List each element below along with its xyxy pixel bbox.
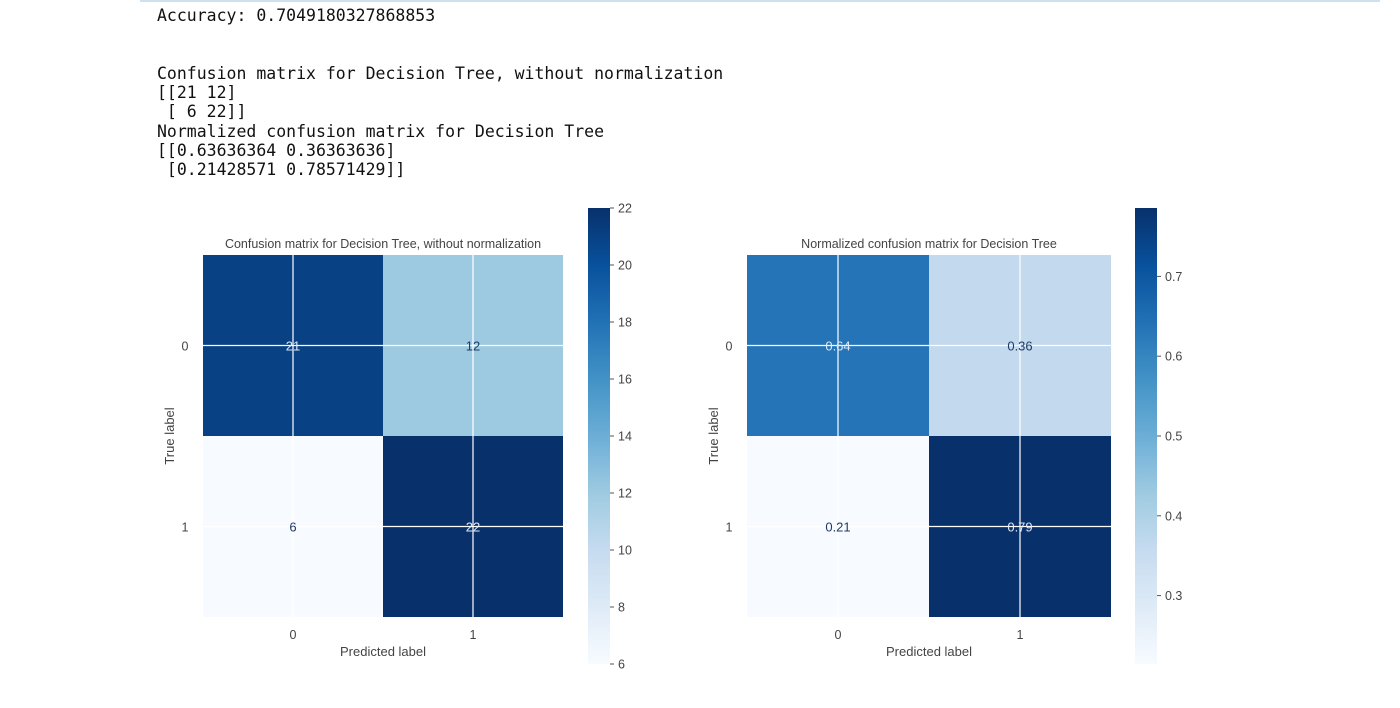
x-tick-label: 1 [1017,628,1024,642]
cell-value-label: 0.36 [1007,339,1032,354]
console-line: Accuracy: 0.7049180327868853 [157,6,436,25]
colorbar [1135,208,1157,664]
output-top-border [140,0,1380,2]
colorbar-tick-label: 0.3 [1165,589,1182,603]
colorbar-tick-label: 0.5 [1165,430,1182,444]
colorbar-tick-label: 20 [618,259,632,273]
chart-title: Confusion matrix for Decision Tree, with… [225,237,541,251]
x-tick-label: 0 [835,628,842,642]
y-axis-label: True label [162,407,177,464]
console-line: [0.21428571 0.78571429]] [157,160,406,180]
console-output: Accuracy: 0.7049180327868853 Confusion ma… [157,6,723,180]
y-tick-label: 1 [182,521,189,535]
colorbar-tick-label: 6 [618,658,625,672]
x-axis-label: Predicted label [340,644,426,659]
chart-title: Normalized confusion matrix for Decision… [801,237,1057,251]
y-tick-label: 1 [726,521,733,535]
console-line: [[0.63636364 0.36363636] [157,141,396,161]
y-axis-label: True label [706,407,721,464]
colorbar [588,208,610,664]
cell-value-label: 0.21 [825,520,850,535]
colorbar-tick-label: 22 [618,202,632,216]
cell-value-label: 22 [466,520,480,535]
y-tick-label: 0 [182,340,189,354]
colorbar-tick-label: 0.4 [1165,509,1182,523]
y-tick-label: 0 [726,340,733,354]
cell-value-label: 0.64 [825,339,850,354]
colorbar-tick-label: 18 [618,316,632,330]
colorbar-tick-label: 16 [618,373,632,387]
colorbar-tick-label: 0.7 [1165,270,1182,284]
colorbar-tick-label: 10 [618,544,632,558]
x-axis-label: Predicted label [886,644,972,659]
cell-value-label: 0.79 [1007,520,1032,535]
console-line: [ 6 22]] [157,102,247,122]
cell-value-label: 12 [466,339,480,354]
colorbar-tick-label: 12 [618,487,632,501]
colorbar-tick-label: 14 [618,430,632,444]
x-tick-label: 1 [470,628,477,642]
cell-value-label: 6 [289,520,296,535]
console-line: Normalized confusion matrix for Decision… [157,121,605,141]
console-line: Confusion matrix for Decision Tree, with… [157,63,724,83]
console-line: [[21 12] [157,83,237,103]
x-tick-label: 0 [290,628,297,642]
cell-value-label: 21 [286,339,300,354]
colorbar-tick-label: 0.6 [1165,350,1182,364]
colorbar-tick-label: 8 [618,601,625,615]
